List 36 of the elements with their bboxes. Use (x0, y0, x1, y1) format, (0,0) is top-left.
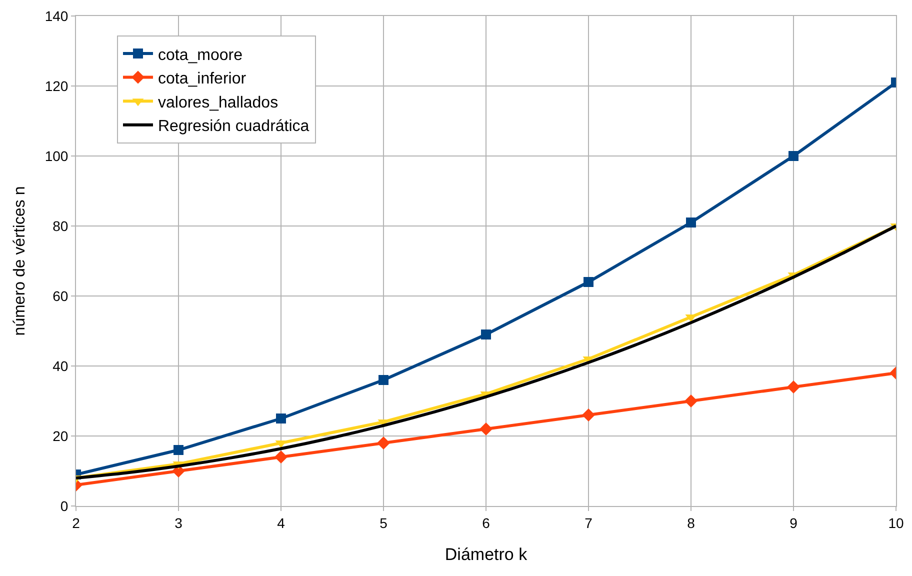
x-tick-label: 3 (174, 514, 183, 531)
point (276, 414, 286, 424)
legend-label: cota_inferior (158, 70, 247, 88)
legend-label: valores_hallados (158, 94, 278, 112)
point (788, 151, 798, 161)
point (378, 375, 388, 385)
point (481, 330, 491, 340)
x-tick-label: 8 (687, 514, 696, 531)
y-tick-label: 20 (52, 428, 68, 444)
point (377, 436, 390, 450)
y-tick-label: 40 (52, 358, 68, 374)
x-tick-label: 2 (72, 514, 80, 531)
y-axis-title: número de vértices n (12, 186, 29, 336)
point (686, 218, 696, 228)
legend-label: Regresión cuadrática (158, 118, 310, 136)
x-tick-label: 6 (482, 514, 490, 531)
y-tick-label: 120 (44, 78, 68, 94)
x-axis-title: Diámetro k (444, 545, 528, 564)
y-tick-label: 140 (44, 8, 68, 24)
y-tick-label: 0 (60, 498, 68, 514)
legend-label: cota_moore (158, 46, 243, 64)
point (274, 450, 288, 464)
point (584, 277, 594, 287)
y-tick-label: 60 (52, 288, 68, 304)
point (787, 380, 800, 394)
x-tick-label: 9 (790, 514, 798, 531)
x-tick-label: 4 (277, 514, 286, 531)
x-tick-label: 10 (888, 514, 904, 531)
x-tick-label: 7 (584, 514, 593, 531)
y-tick-label: 100 (44, 148, 68, 164)
point (480, 422, 492, 436)
point (684, 394, 698, 408)
x-tick-label: 5 (380, 514, 388, 531)
point (582, 408, 595, 422)
point (174, 445, 184, 455)
y-tick-label: 80 (52, 218, 68, 234)
